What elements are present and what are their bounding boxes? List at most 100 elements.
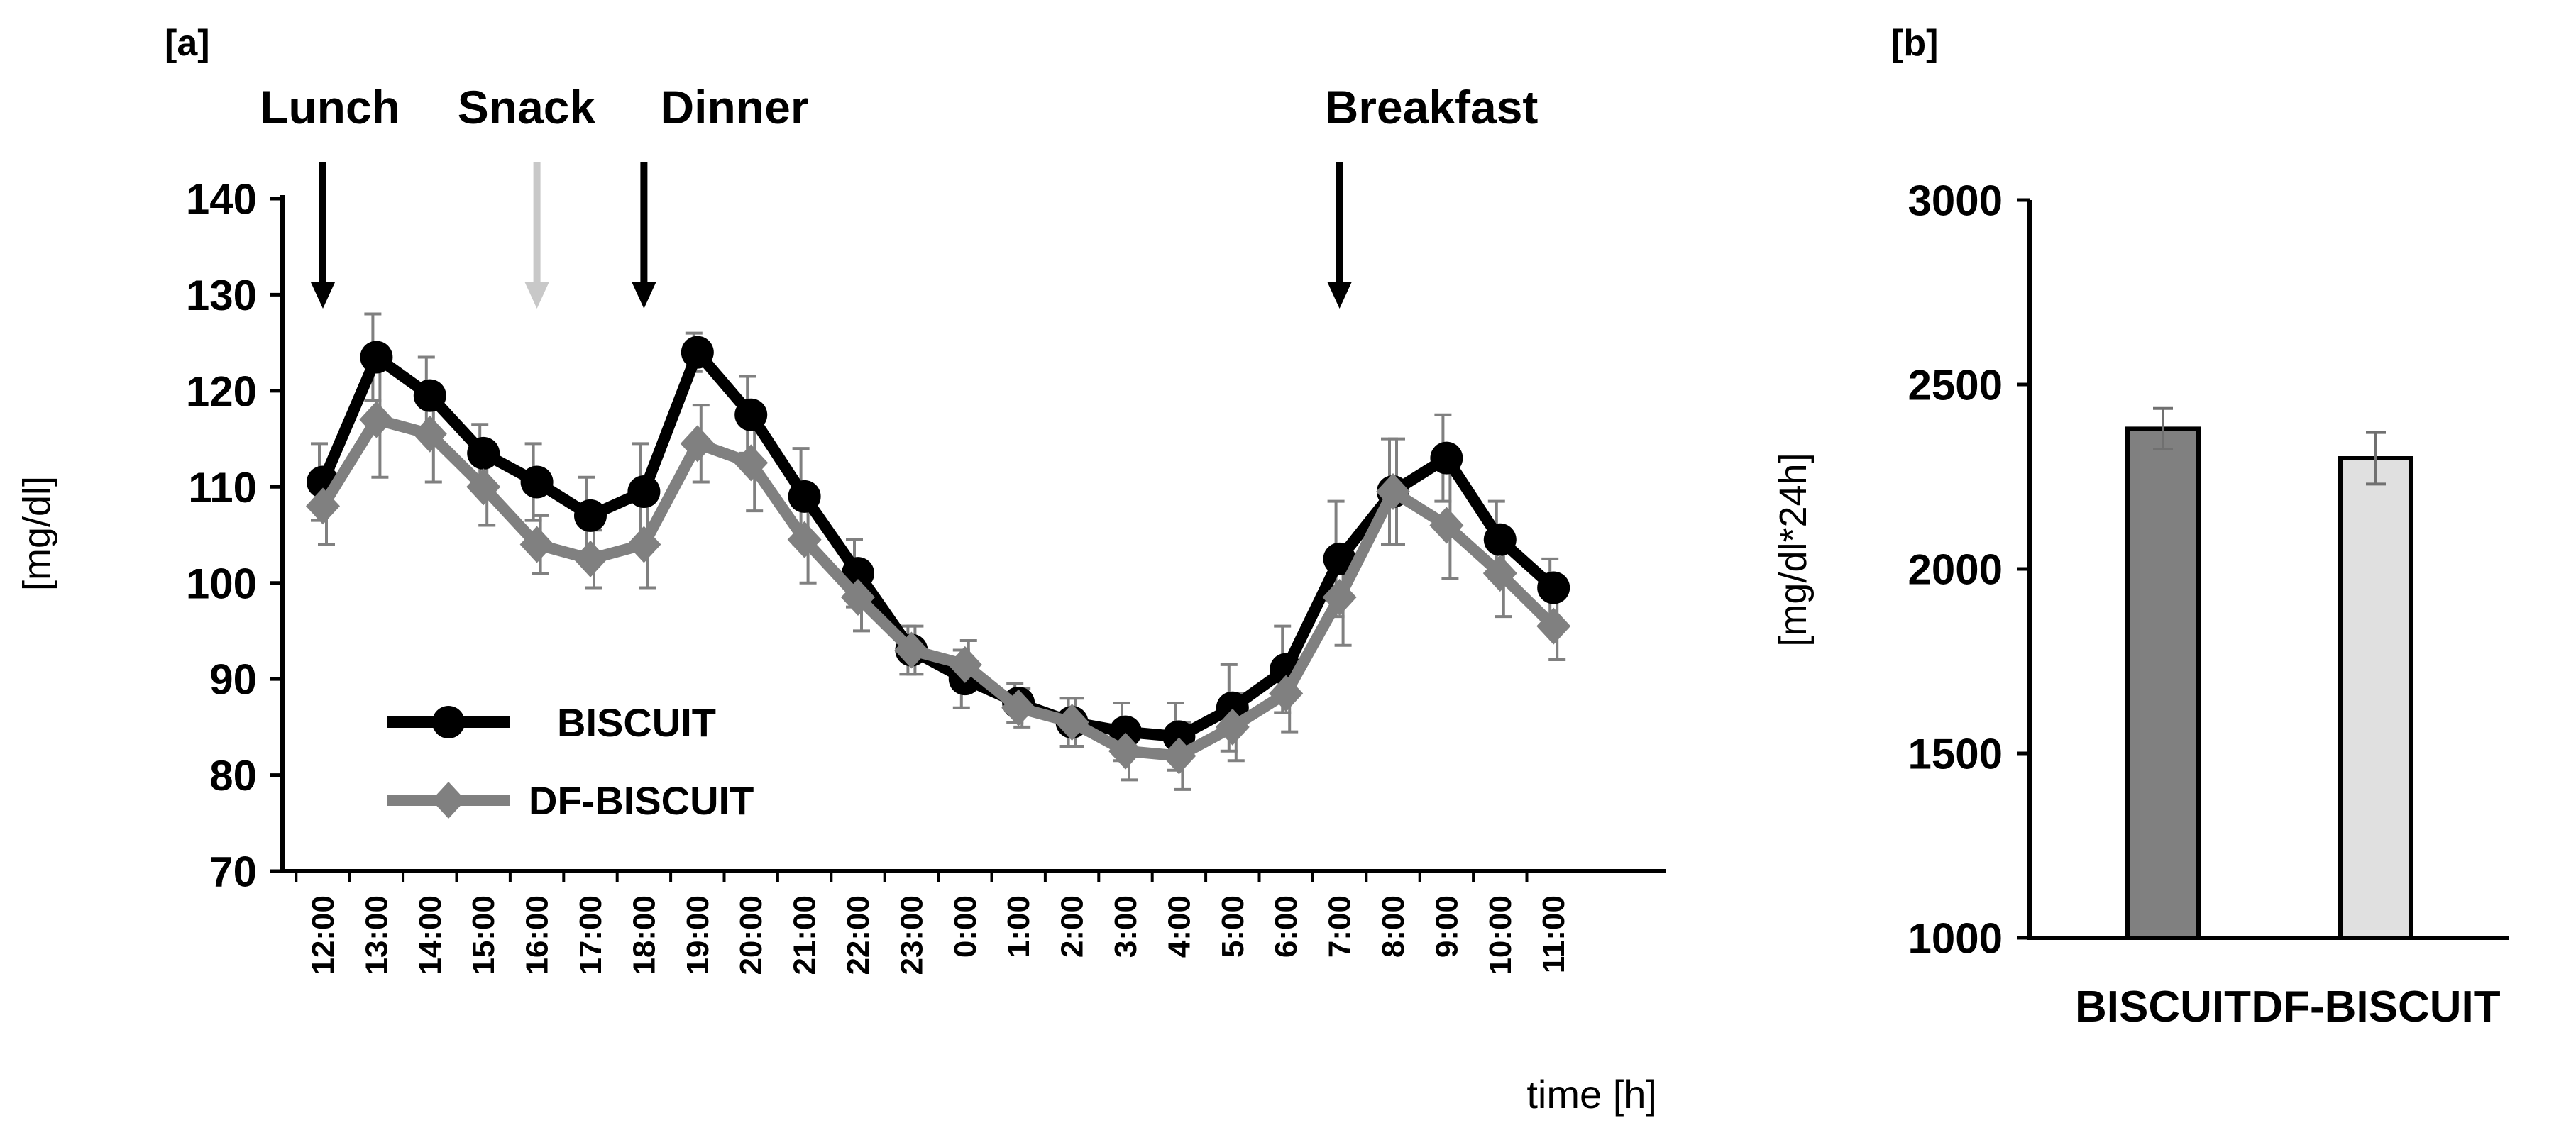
df-biscuit-point [1215,708,1250,746]
panel-b-bar-chart: [b] 1000 1500 2000 2500 3000 BISCUIT DF-BISCU… [1772,23,2509,1031]
df-biscuit-point [734,444,769,482]
panel-a-label: [a] [165,23,210,64]
legend-biscuit-marker [432,706,465,738]
x-tick-label: 17:00 [573,895,608,975]
x-tick-label: 20:00 [734,895,769,975]
y-tick-label: 80 [209,752,257,799]
biscuit-point [681,336,714,369]
bar-y-axis-label: [mg/dl*24h] [1772,453,1815,646]
y-tick-label: 70 [209,848,257,896]
x-tick-label: 16:00 [520,895,555,975]
x-tick-label: 14:00 [413,895,448,975]
df-biscuit-point [787,521,822,558]
df-biscuit-point [680,425,715,463]
biscuit-point [574,499,607,532]
x-tick-label: 10:00 [1483,895,1518,975]
annotation-arrow-head [1327,282,1352,309]
biscuit-point [360,341,393,374]
annotation-label: Lunch [260,81,400,133]
x-tick-label: 18:00 [627,895,661,975]
df-biscuit-point [466,468,501,506]
biscuit-point [413,379,446,412]
x-tick-label: 7:00 [1323,895,1358,958]
x-tick-label: 11:00 [1536,895,1571,973]
y-tick-label: 90 [209,656,257,704]
x-tick-label: 1:00 [1001,895,1036,958]
x-axis-ticks: 12:00 13:00 14:00 15:00 16:00 17:00 18:00 19:00… [295,871,1571,975]
bar-y-tick-label: 3000 [1908,177,2003,225]
x-tick-label: 0:00 [948,895,983,958]
bar-category-label: BISCUIT [2075,983,2251,1031]
y-axis-ticks: 70 80 90 100 110 120 130 140 [186,176,282,896]
df-biscuit-point [1322,579,1357,616]
panel-b-label: [b] [1891,23,1938,64]
biscuit-point [1162,720,1196,753]
x-tick-label: 15:00 [466,895,501,975]
annotation-arrow-head [524,282,549,309]
annotation-arrow-head [311,282,335,309]
bar-biscuit [2125,426,2201,940]
x-tick-label: 12:00 [306,895,341,975]
x-tick-label: 21:00 [788,895,822,975]
meal-annotations: Lunch Snack Dinner Breakfast [260,81,1538,309]
df-biscuit-point [1536,607,1571,645]
df-biscuit-point [1376,473,1410,511]
bar-category-label: DF-BISCUIT [2251,983,2500,1031]
df-biscuit-point [947,646,982,683]
panel-a-line-chart: [a] Lunch Snack Dinner Breakfast 70 80 90 100 1… [16,23,1666,1117]
x-tick-label: 22:00 [841,895,876,975]
y-tick-label: 130 [186,272,257,319]
x-axis-label: time [h] [1526,1072,1657,1117]
df-biscuit-point [1162,737,1196,775]
legend-df-biscuit-marker [431,782,466,819]
legend-biscuit-label: BISCUIT [557,700,716,745]
df-biscuit-point [412,415,447,453]
bar-y-tick-label: 2000 [1908,546,2003,594]
x-tick-label: 5:00 [1216,895,1250,958]
y-tick-label: 100 [186,560,257,607]
biscuit-point [734,398,768,431]
df-biscuit-point [1269,675,1304,712]
bar-y-axis-ticks: 1000 1500 2000 2500 3000 [1908,177,2030,963]
bar-y-tick-label: 1000 [1908,915,2003,963]
biscuit-point [467,436,500,470]
x-tick-label: 19:00 [681,895,715,975]
bar-y-tick-label: 1500 [1908,731,2003,778]
legend-df-biscuit-label: DF-BISCUIT [529,778,754,823]
df-biscuit-point [841,579,875,616]
df-biscuit-point [1001,689,1036,726]
x-tick-label: 3:00 [1108,895,1143,958]
bar-df-biscuit [2338,456,2413,940]
df-biscuit-point [1108,732,1143,770]
biscuit-point [788,480,821,513]
df-biscuit-point [359,401,394,438]
x-tick-label: 9:00 [1429,895,1464,958]
annotation-label: Breakfast [1325,81,1539,133]
x-tick-label: 13:00 [359,895,394,975]
legend: BISCUIT DF-BISCUIT [387,700,754,823]
bar-y-tick-label: 2500 [1908,362,2003,409]
x-tick-label: 2:00 [1055,895,1090,958]
df-biscuit-point [1055,704,1089,741]
x-tick-label: 4:00 [1162,895,1196,958]
biscuit-point [1323,542,1356,575]
df-biscuit-point [573,540,607,577]
biscuit-point [1430,441,1463,475]
df-biscuit-point [627,526,661,563]
df-biscuit-point [1482,555,1517,592]
y-axis-label: [mg/dl] [16,476,58,591]
biscuit-point [627,475,661,509]
biscuit-point [1109,715,1142,748]
biscuit-point [1483,523,1517,556]
biscuit-point [1537,571,1570,604]
x-tick-label: 23:00 [894,895,929,975]
x-tick-label: 6:00 [1269,895,1304,958]
annotation-label: Dinner [660,81,808,133]
df-biscuit-point [1429,507,1464,544]
line-series [306,336,1571,775]
biscuit-point [520,465,554,499]
annotation-label: Snack [458,81,596,133]
annotation-arrow-head [632,282,656,309]
y-tick-label: 110 [188,464,257,511]
